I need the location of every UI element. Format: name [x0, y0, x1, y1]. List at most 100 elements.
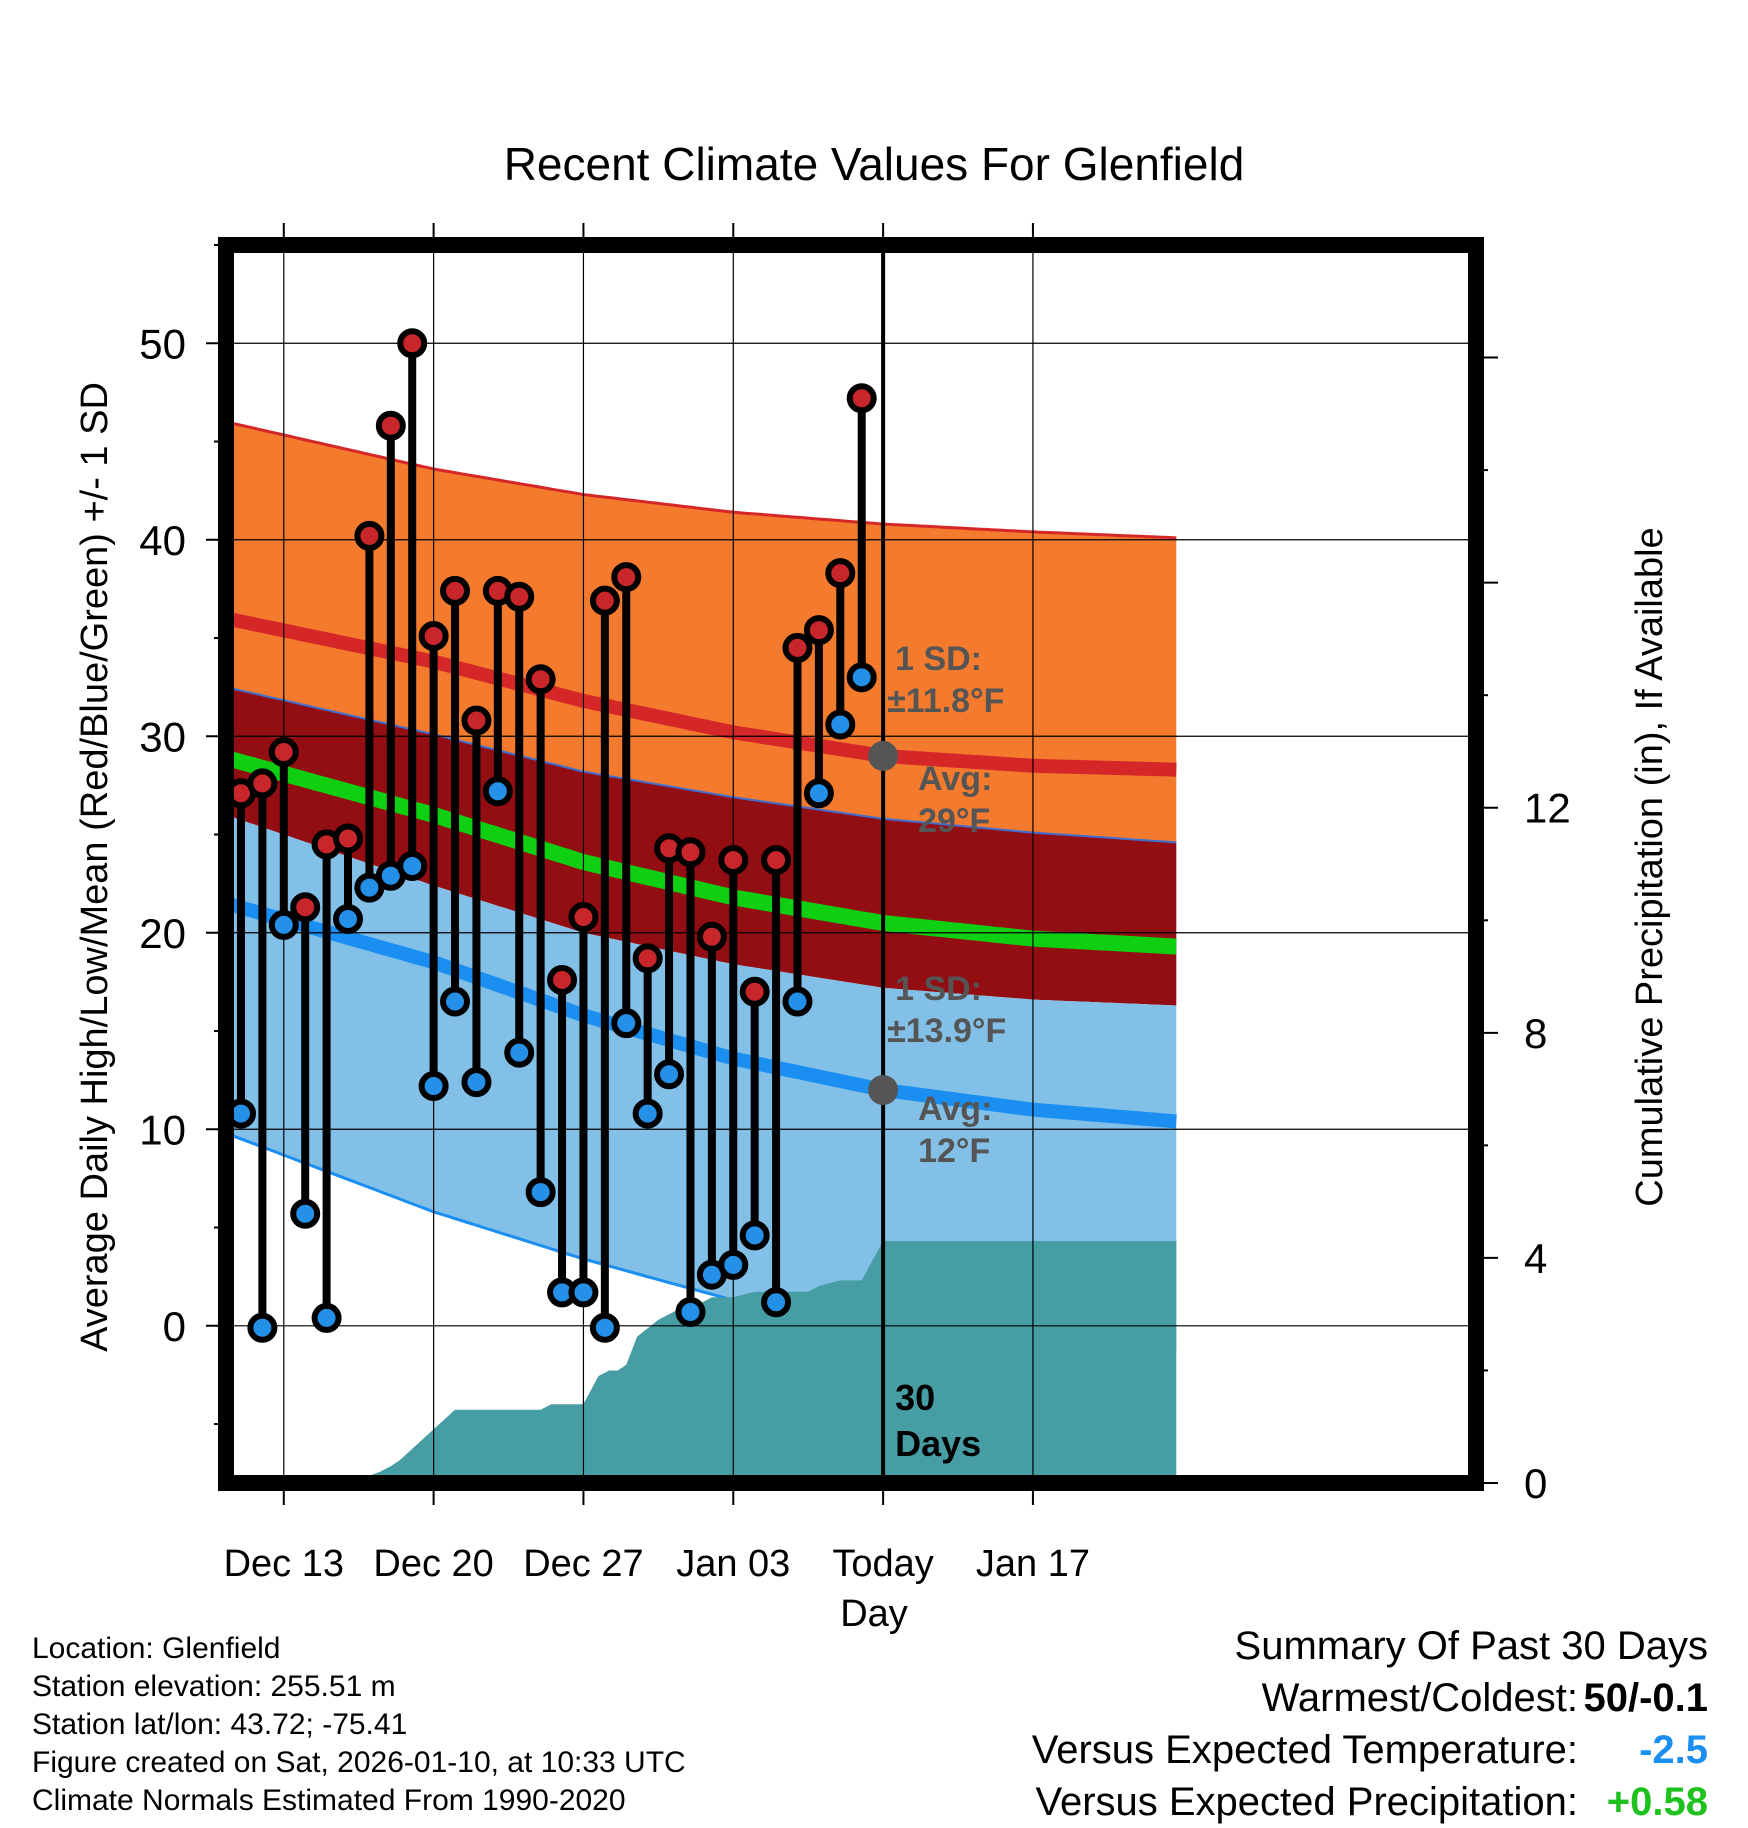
- daily-high-point: [525, 664, 556, 695]
- normal-low-line: [226, 896, 1177, 1129]
- daily-high-point: [247, 768, 278, 799]
- low-sd-band: [226, 814, 1177, 1348]
- daily-low-point: [589, 1312, 620, 1343]
- sd-upper-line: [226, 686, 1177, 844]
- daily-low-point: [354, 872, 385, 903]
- x-tick-label: Jan 17: [976, 1543, 1090, 1585]
- today-days-label: Days: [895, 1423, 981, 1464]
- info-created: Figure created on Sat, 2026-01-10, at 10…: [32, 1746, 686, 1779]
- y-tick-label: 30: [139, 713, 186, 760]
- high-sd-annotation-value: ±11.8°F: [887, 682, 1004, 720]
- low-avg-annotation-value: 12°F: [918, 1132, 990, 1170]
- daily-low-point: [397, 850, 428, 881]
- daily-low-point: [268, 909, 299, 940]
- info-latlon: Station lat/lon: 43.72; -75.41: [32, 1708, 408, 1741]
- daily-high-point: [547, 964, 578, 995]
- daily-high-point: [739, 976, 770, 1007]
- today-days-number: 30: [895, 1377, 935, 1418]
- daily-low-point: [825, 709, 856, 740]
- daily-high-point: [825, 558, 856, 589]
- daily-low-point: [846, 662, 877, 693]
- daily-high-point: [268, 736, 299, 767]
- x-axis-label: Day: [840, 1593, 908, 1635]
- daily-high-point: [375, 410, 406, 441]
- y-tick-label: 0: [163, 1303, 186, 1350]
- daily-low-point: [311, 1302, 342, 1333]
- precip-anomaly-label: Versus Expected Precipitation:: [1035, 1780, 1578, 1824]
- daily-low-point: [247, 1312, 278, 1343]
- high-avg-annotation-value: 29°F: [918, 802, 990, 840]
- daily-low-point: [461, 1067, 492, 1098]
- warm-cold-label: Warmest/Coldest:: [1261, 1676, 1578, 1720]
- daily-low-point: [525, 1177, 556, 1208]
- daily-low-point: [654, 1059, 685, 1090]
- high-sd-annotation-label: 1 SD:: [895, 640, 982, 678]
- station-info: Location: Glenfield Station elevation: 2…: [32, 1630, 686, 1820]
- daily-high-point: [504, 581, 535, 612]
- daily-high-point: [696, 921, 727, 952]
- daily-low-point: [782, 986, 813, 1017]
- low-sd-annotation-value: ±13.9°F: [887, 1012, 1006, 1050]
- info-elevation: Station elevation: 255.51 m: [32, 1670, 396, 1703]
- daily-high-point: [397, 328, 428, 359]
- y-tick-label: 40: [139, 517, 186, 564]
- daily-high-point: [761, 845, 792, 876]
- chart-title: Recent Climate Values For Glenfield: [504, 138, 1245, 190]
- daily-low-point: [611, 1008, 642, 1039]
- daily-high-point: [418, 621, 449, 652]
- high-plus-sd-line: [226, 420, 1177, 540]
- warm-cold-value: 50/-0.1: [1583, 1676, 1708, 1720]
- y2-tick-label: 12: [1524, 785, 1571, 832]
- temp-anomaly-value: -2.5: [1639, 1728, 1708, 1772]
- daily-high-point: [846, 383, 877, 414]
- y-tick-label: 10: [139, 1106, 186, 1153]
- y2-axis-label: Cumulative Precipitation (in), If Availa…: [1629, 527, 1671, 1206]
- daily-high-point: [354, 520, 385, 551]
- temp-anomaly-label: Versus Expected Temperature:: [1031, 1728, 1578, 1772]
- daily-low-point: [504, 1037, 535, 1068]
- high-avg-annotation-label: Avg:: [918, 760, 992, 798]
- y2-tick-label: 0: [1524, 1460, 1547, 1507]
- daily-low-point: [418, 1071, 449, 1102]
- daily-high-point: [589, 585, 620, 616]
- daily-high-point: [718, 845, 749, 876]
- daily-low-point: [568, 1277, 599, 1308]
- x-tick-label: Jan 03: [676, 1543, 790, 1585]
- daily-high-point: [675, 837, 706, 868]
- info-location: Location: Glenfield: [32, 1632, 281, 1665]
- avg-low-point: [868, 1074, 899, 1105]
- daily-high-point: [461, 705, 492, 736]
- daily-low-point: [761, 1287, 792, 1318]
- daily-low-point: [482, 776, 513, 807]
- daily-high-point: [568, 902, 599, 933]
- daily-high-point: [782, 632, 813, 663]
- daily-high-point: [803, 615, 834, 646]
- precip-anomaly-value: +0.58: [1606, 1780, 1708, 1824]
- avg-high-point: [868, 740, 899, 771]
- summary-panel: Summary Of Past 30 Days Warmest/Coldest:…: [1032, 1620, 1708, 1828]
- daily-high-point: [632, 943, 663, 974]
- summary-title: Summary Of Past 30 Days: [1234, 1624, 1708, 1668]
- x-tick-label: Dec 27: [523, 1543, 643, 1585]
- y2-tick-label: 8: [1524, 1010, 1547, 1057]
- plot-inner: [226, 245, 1476, 1483]
- daily-low-point: [675, 1297, 706, 1328]
- low-sd-annotation-label: 1 SD:: [895, 970, 982, 1008]
- info-normals: Climate Normals Estimated From 1990-2020: [32, 1784, 626, 1817]
- daily-low-point: [333, 904, 364, 935]
- daily-high-point: [290, 892, 321, 923]
- daily-high-point: [333, 823, 364, 854]
- plot-area: 30 Days 1 SD: ±11.8°F Avg: 29°F 1 SD: ±13.9°F Av…: [139, 223, 1571, 1585]
- precip-area: [226, 1241, 1177, 1483]
- daily-high-point: [611, 562, 642, 593]
- y-tick-label: 50: [139, 320, 186, 367]
- daily-low-point: [440, 986, 471, 1017]
- x-tick-label: Today: [832, 1543, 933, 1585]
- plot-frame: [218, 237, 1484, 1491]
- y2-tick-label: 4: [1524, 1235, 1547, 1282]
- normal-mean-line: [226, 750, 1177, 955]
- daily-low-point: [290, 1198, 321, 1229]
- low-avg-annotation-label: Avg:: [918, 1090, 992, 1128]
- daily-low-point: [803, 778, 834, 809]
